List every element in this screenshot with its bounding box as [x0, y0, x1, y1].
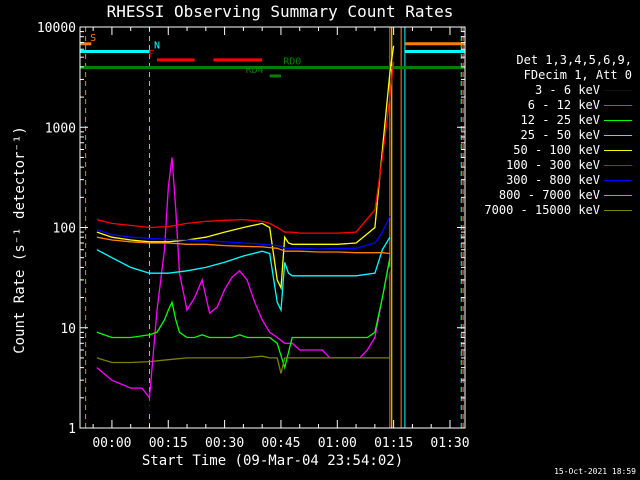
- series-line-3: [96, 236, 391, 313]
- legend: Det 1,3,4,5,6,9, FDecim 1, Att 0 3 - 6 k…: [484, 53, 632, 218]
- y-axis-label: Count Rate (s⁻¹ detector⁻¹): [12, 126, 28, 354]
- flag-label-rd0: RD0: [283, 56, 301, 67]
- legend-swatch-0: [604, 90, 632, 91]
- legend-label-0: 3 - 6 keV: [534, 83, 600, 97]
- y-tick-label-10000: 10000: [37, 21, 76, 36]
- legend-entry-1: 6 - 12 keV: [484, 98, 632, 113]
- legend-swatch-6: [604, 180, 632, 181]
- legend-swatch-5: [604, 165, 632, 166]
- series-line-2: [96, 257, 391, 371]
- flag-label-n: N: [154, 40, 160, 51]
- series-line-6: [96, 215, 391, 250]
- flag-label-rd4: RD4: [246, 65, 264, 76]
- x-tick-label-3: 00:45: [261, 436, 300, 451]
- legend-header-line-2: FDecim 1, Att 0: [523, 68, 632, 82]
- plot-frame: [79, 26, 466, 429]
- x-tick-label-1: 00:15: [149, 436, 188, 451]
- legend-swatch-8: [604, 210, 632, 211]
- y-tick-label-1: 1: [68, 422, 76, 437]
- legend-label-1: 6 - 12 keV: [527, 98, 600, 112]
- series-line-5: [96, 61, 395, 234]
- y-tick-label-1000: 1000: [45, 121, 76, 136]
- x-tick-label-2: 00:30: [205, 436, 244, 451]
- legend-entries: 3 - 6 keV 6 - 12 keV 12 - 25 keV 25 - 50 ke…: [484, 83, 632, 218]
- legend-label-4: 50 - 100 keV: [513, 143, 600, 157]
- x-tick-label-4: 01:00: [318, 436, 357, 451]
- x-tick-label-0: 00:00: [92, 436, 131, 451]
- legend-entry-4: 50 - 100 keV: [484, 143, 632, 158]
- legend-label-5: 100 - 300 keV: [506, 158, 600, 172]
- y-tick-label-10: 10: [60, 322, 76, 337]
- series-line-8: [96, 355, 390, 374]
- flag-label-f: F: [148, 49, 154, 60]
- legend-entry-6: 300 - 800 keV: [484, 173, 632, 188]
- y-tick-label-100: 100: [53, 222, 76, 237]
- legend-label-7: 800 - 7000 keV: [498, 188, 600, 202]
- generation-timestamp: 15-Oct-2021 18:59: [554, 467, 636, 476]
- x-tick-label-6: 01:30: [430, 436, 469, 451]
- legend-entry-5: 100 - 300 keV: [484, 158, 632, 173]
- x-axis-label: Start Time (09-Mar-04 23:54:02): [141, 453, 404, 469]
- legend-swatch-2: [604, 120, 632, 121]
- series-line-7: [96, 236, 390, 255]
- legend-swatch-3: [604, 135, 632, 136]
- flag-label-s: S: [90, 33, 96, 44]
- chart-title: RHESSI Observing Summary Count Rates: [106, 2, 454, 21]
- legend-label-2: 12 - 25 keV: [520, 113, 600, 127]
- legend-entry-2: 12 - 25 keV: [484, 113, 632, 128]
- legend-swatch-7: [604, 195, 632, 196]
- legend-label-8: 7000 - 15000 keV: [484, 203, 600, 217]
- legend-entry-3: 25 - 50 keV: [484, 128, 632, 143]
- legend-label-3: 25 - 50 keV: [520, 128, 600, 142]
- x-tick-label-5: 01:15: [374, 436, 413, 451]
- series-line-0: [96, 161, 391, 413]
- legend-entry-7: 800 - 7000 keV: [484, 188, 632, 203]
- legend-entry-0: 3 - 6 keV: [484, 83, 632, 98]
- legend-swatch-4: [604, 150, 632, 151]
- series-line-4: [96, 45, 395, 291]
- legend-label-6: 300 - 800 keV: [506, 173, 600, 187]
- legend-header-line-1: Det 1,3,4,5,6,9,: [516, 53, 632, 67]
- legend-swatch-1: [604, 105, 632, 106]
- legend-entry-8: 7000 - 15000 keV: [484, 203, 632, 218]
